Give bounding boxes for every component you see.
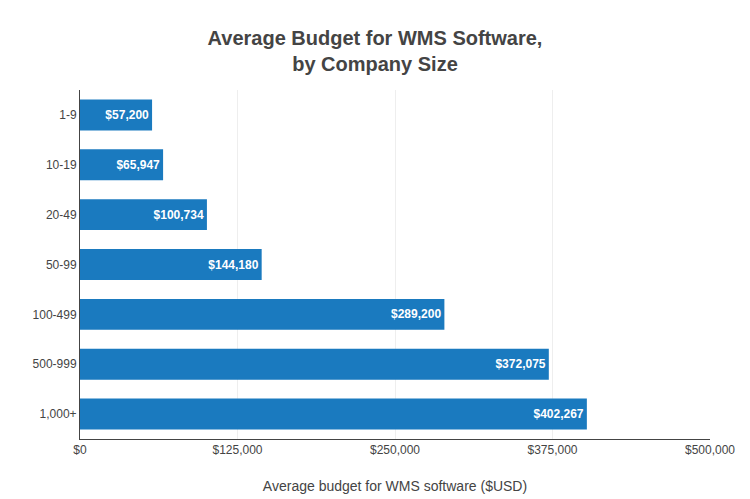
svg-text:50-99: 50-99 [46, 258, 77, 272]
svg-text:$57,200: $57,200 [105, 108, 149, 122]
svg-text:$500,000: $500,000 [685, 443, 735, 457]
svg-text:$65,947: $65,947 [116, 158, 160, 172]
svg-text:Average Budget for WMS Softwar: Average Budget for WMS Software,by Compa… [208, 27, 543, 75]
svg-text:$144,180: $144,180 [208, 258, 258, 272]
svg-text:500-999: 500-999 [33, 357, 77, 371]
svg-text:Average budget for WMS softwar: Average budget for WMS software ($USD) [263, 478, 527, 494]
svg-text:$125,000: $125,000 [212, 443, 262, 457]
svg-text:$289,200: $289,200 [391, 307, 441, 321]
svg-text:$250,000: $250,000 [370, 443, 420, 457]
svg-text:$372,075: $372,075 [495, 357, 545, 371]
svg-text:10-19: 10-19 [46, 158, 77, 172]
svg-text:$0: $0 [73, 443, 87, 457]
svg-text:100-499: 100-499 [33, 308, 77, 322]
svg-text:1-9: 1-9 [59, 108, 77, 122]
svg-text:1,000+: 1,000+ [40, 407, 77, 421]
svg-text:$100,734: $100,734 [154, 208, 204, 222]
svg-text:$402,267: $402,267 [533, 407, 583, 421]
svg-text:20-49: 20-49 [46, 208, 77, 222]
svg-text:$375,000: $375,000 [527, 443, 577, 457]
